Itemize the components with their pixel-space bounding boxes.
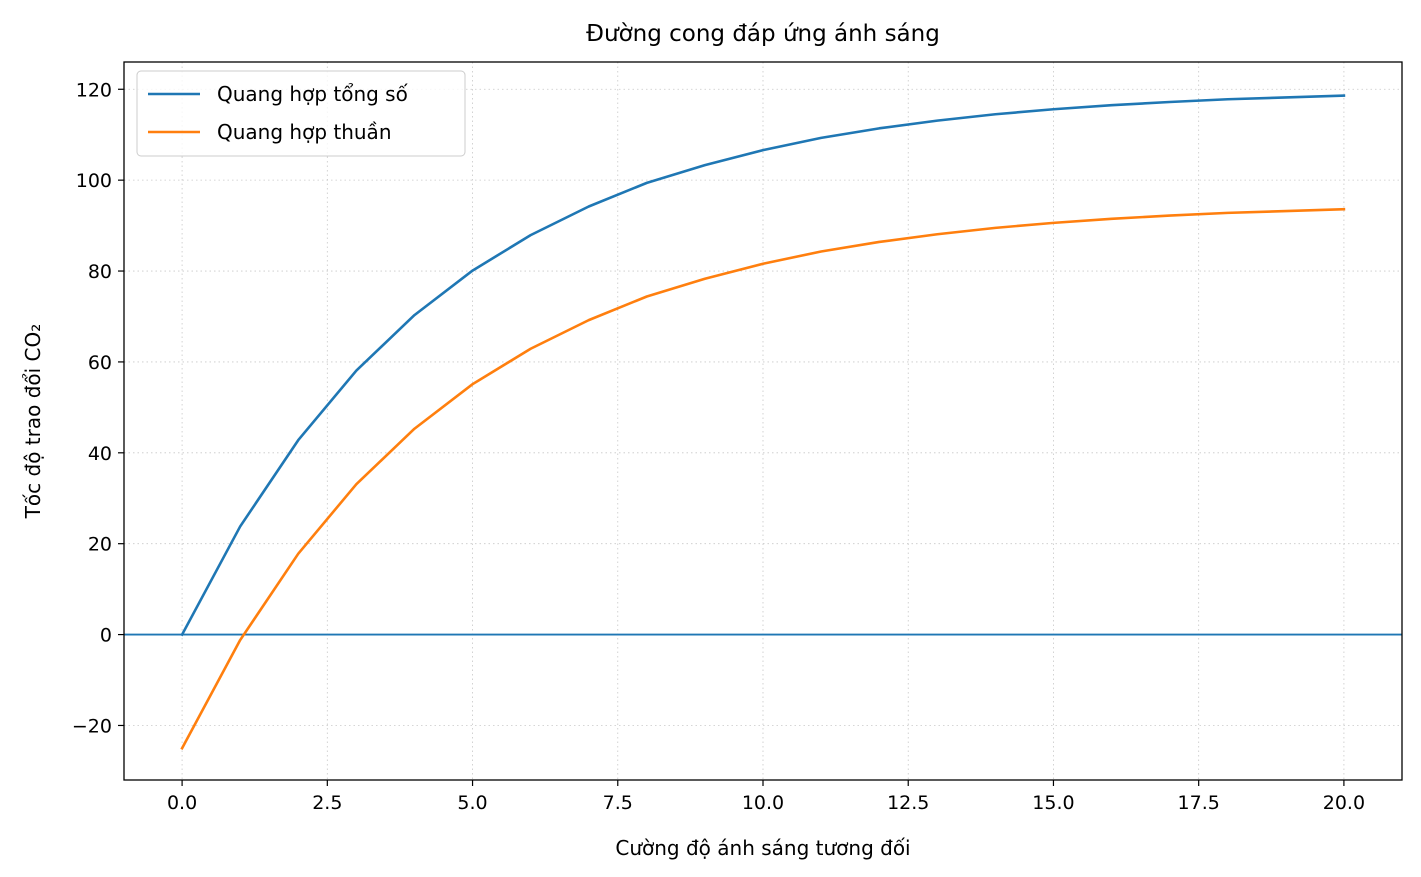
y-axis-ticks: −20 0 20 40 60 80 100 120 — [72, 79, 124, 737]
series-lines — [180, 94, 1346, 750]
chart-title: Đường cong đáp ứng ánh sáng — [586, 21, 940, 47]
y-tick-label: 80 — [88, 261, 112, 283]
x-tick-label: 7.5 — [603, 792, 633, 814]
series-line-gross-photosynthesis — [180, 94, 1346, 637]
y-tick-label: 120 — [76, 79, 112, 101]
x-axis-title: Cường độ ánh sáng tương đối — [615, 836, 910, 860]
x-tick-label: 0.0 — [167, 792, 197, 814]
series-line-net-photosynthesis — [180, 207, 1346, 750]
y-axis-title: Tốc độ trao đổi CO₂ — [21, 324, 45, 520]
x-tick-label: 5.0 — [457, 792, 487, 814]
x-tick-label: 10.0 — [742, 792, 784, 814]
legend-box — [136, 70, 466, 157]
x-tick-label: 12.5 — [887, 792, 929, 814]
y-tick-label: 100 — [76, 170, 112, 192]
y-tick-label: 60 — [88, 352, 112, 374]
x-tick-label: 17.5 — [1178, 792, 1220, 814]
x-axis-ticks: 0.0 2.5 5.0 7.5 10.0 12.5 15.0 17.5 20.0 — [167, 780, 1365, 814]
x-tick-label: 2.5 — [312, 792, 342, 814]
y-tick-label: 0 — [100, 625, 112, 647]
x-tick-label: 20.0 — [1323, 792, 1365, 814]
y-tick-label: 20 — [88, 534, 112, 556]
y-tick-label: −20 — [72, 715, 112, 737]
x-tick-label: 15.0 — [1032, 792, 1074, 814]
legend: Quang hợp tổng số Quang hợp thuần — [136, 70, 466, 157]
y-tick-label: 40 — [88, 443, 112, 465]
legend-label-gross-photosynthesis: Quang hợp tổng số — [217, 82, 409, 106]
legend-label-net-photosynthesis: Quang hợp thuần — [217, 120, 392, 144]
